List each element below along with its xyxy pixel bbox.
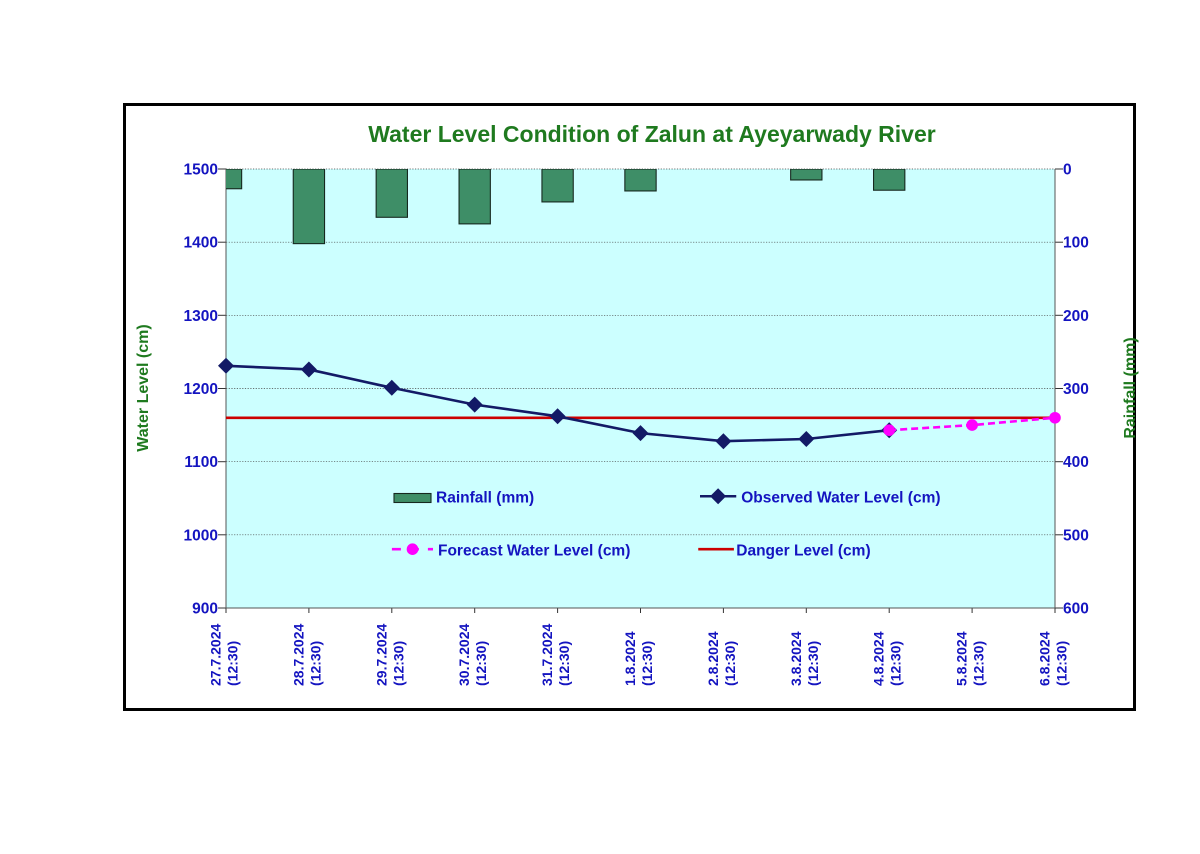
svg-text:1200: 1200 — [184, 381, 218, 398]
svg-text:(12:30): (12:30) — [971, 641, 987, 686]
svg-text:Rainfall (mm): Rainfall (mm) — [436, 490, 534, 507]
svg-text:Forecast Water Level (cm): Forecast Water Level (cm) — [438, 542, 630, 559]
svg-text:(12:30): (12:30) — [473, 641, 489, 686]
svg-text:6.8.2024: 6.8.2024 — [1037, 631, 1053, 686]
svg-text:(12:30): (12:30) — [307, 641, 323, 686]
svg-text:4.8.2024: 4.8.2024 — [871, 631, 887, 686]
svg-text:1100: 1100 — [184, 454, 218, 471]
svg-text:3.8.2024: 3.8.2024 — [788, 631, 804, 686]
svg-text:Danger Level (cm): Danger Level (cm) — [736, 542, 870, 559]
svg-text:Water Level (cm): Water Level (cm) — [135, 324, 152, 451]
svg-text:1400: 1400 — [184, 235, 218, 252]
svg-text:(12:30): (12:30) — [888, 641, 904, 686]
svg-text:(12:30): (12:30) — [556, 641, 572, 686]
svg-text:2.8.2024: 2.8.2024 — [705, 631, 721, 686]
svg-text:900: 900 — [192, 601, 218, 618]
svg-text:0: 0 — [1063, 162, 1072, 179]
svg-text:1300: 1300 — [184, 308, 218, 325]
svg-text:1.8.2024: 1.8.2024 — [622, 631, 638, 686]
svg-text:(12:30): (12:30) — [805, 641, 821, 686]
svg-text:Water Level Condition of Zalun: Water Level Condition of Zalun at Ayeyar… — [368, 121, 936, 147]
svg-text:(12:30): (12:30) — [722, 641, 738, 686]
svg-text:Observed Water Level (cm): Observed Water Level (cm) — [741, 490, 940, 507]
svg-text:500: 500 — [1063, 527, 1089, 544]
svg-text:400: 400 — [1063, 454, 1089, 471]
svg-text:5.8.2024: 5.8.2024 — [954, 631, 970, 686]
svg-text:27.7.2024: 27.7.2024 — [208, 624, 224, 686]
svg-text:(12:30): (12:30) — [225, 641, 241, 686]
svg-text:29.7.2024: 29.7.2024 — [373, 624, 389, 686]
svg-text:100: 100 — [1063, 235, 1089, 252]
svg-text:1500: 1500 — [184, 162, 218, 179]
svg-text:Rainfall (mm): Rainfall (mm) — [1122, 337, 1139, 438]
svg-text:(12:30): (12:30) — [639, 641, 655, 686]
svg-text:(12:30): (12:30) — [1054, 641, 1070, 686]
svg-text:(12:30): (12:30) — [390, 641, 406, 686]
svg-text:600: 600 — [1063, 601, 1089, 618]
svg-text:30.7.2024: 30.7.2024 — [456, 624, 472, 686]
svg-text:31.7.2024: 31.7.2024 — [539, 624, 555, 686]
svg-text:28.7.2024: 28.7.2024 — [290, 624, 306, 686]
svg-text:300: 300 — [1063, 381, 1089, 398]
svg-text:200: 200 — [1063, 308, 1089, 325]
svg-text:1000: 1000 — [184, 527, 218, 544]
